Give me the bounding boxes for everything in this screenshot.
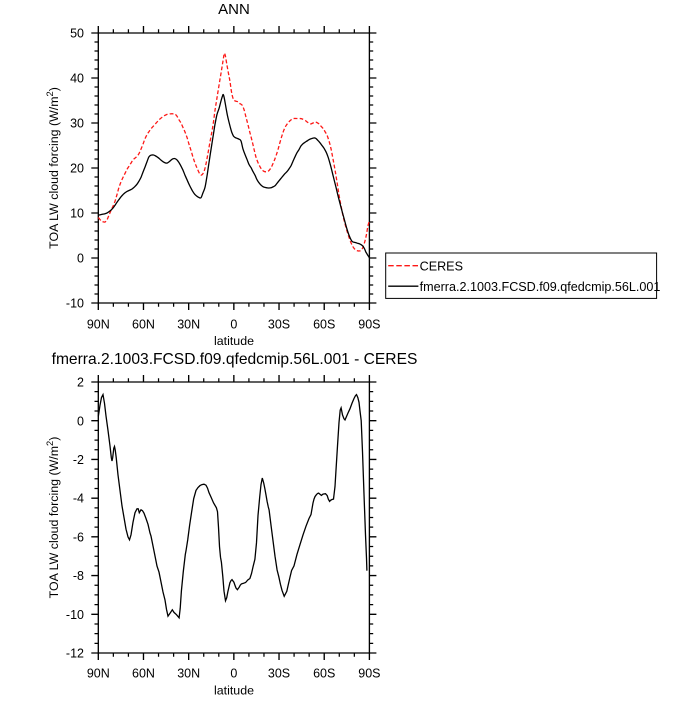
svg-text:0: 0 (77, 414, 84, 428)
svg-text:30N: 30N (177, 317, 200, 331)
svg-text:60S: 60S (313, 667, 335, 681)
svg-text:-6: -6 (73, 530, 84, 544)
svg-text:fmerra.2.1003.FCSD.f09.qfedcmi: fmerra.2.1003.FCSD.f09.qfedcmip.56L.001 … (52, 351, 418, 368)
svg-text:20: 20 (70, 162, 84, 176)
svg-text:10: 10 (70, 207, 84, 221)
svg-text:60N: 60N (132, 667, 155, 681)
svg-text:ANN: ANN (218, 1, 250, 18)
svg-text:-10: -10 (66, 608, 84, 622)
svg-text:-10: -10 (66, 297, 84, 311)
svg-text:40: 40 (70, 72, 84, 86)
svg-text:0: 0 (230, 667, 237, 681)
svg-text:latitude: latitude (214, 684, 254, 698)
svg-text:30N: 30N (177, 667, 200, 681)
svg-text:60N: 60N (132, 317, 155, 331)
svg-text:90S: 90S (358, 317, 380, 331)
svg-text:-4: -4 (73, 492, 84, 506)
svg-text:-8: -8 (73, 569, 84, 583)
svg-text:30S: 30S (268, 667, 290, 681)
svg-text:90N: 90N (87, 667, 110, 681)
svg-text:2: 2 (77, 376, 84, 390)
svg-text:90N: 90N (87, 317, 110, 331)
svg-text:60S: 60S (313, 317, 335, 331)
svg-text:30S: 30S (268, 317, 290, 331)
svg-text:30: 30 (70, 117, 84, 131)
svg-text:0: 0 (77, 252, 84, 266)
svg-text:TOA LW cloud forcing (W/m2): TOA LW cloud forcing (W/m2) (45, 87, 61, 249)
svg-text:-2: -2 (73, 453, 84, 467)
svg-text:fmerra.2.1003.FCSD.f09.qfedcmi: fmerra.2.1003.FCSD.f09.qfedcmip.56L.001 (420, 280, 661, 294)
svg-text:CERES: CERES (420, 259, 463, 273)
svg-text:-12: -12 (66, 647, 84, 661)
svg-text:TOA LW cloud forcing (W/m2): TOA LW cloud forcing (W/m2) (45, 437, 61, 599)
svg-text:50: 50 (70, 27, 84, 41)
svg-text:0: 0 (230, 317, 237, 331)
svg-text:90S: 90S (358, 667, 380, 681)
svg-text:latitude: latitude (214, 334, 254, 348)
